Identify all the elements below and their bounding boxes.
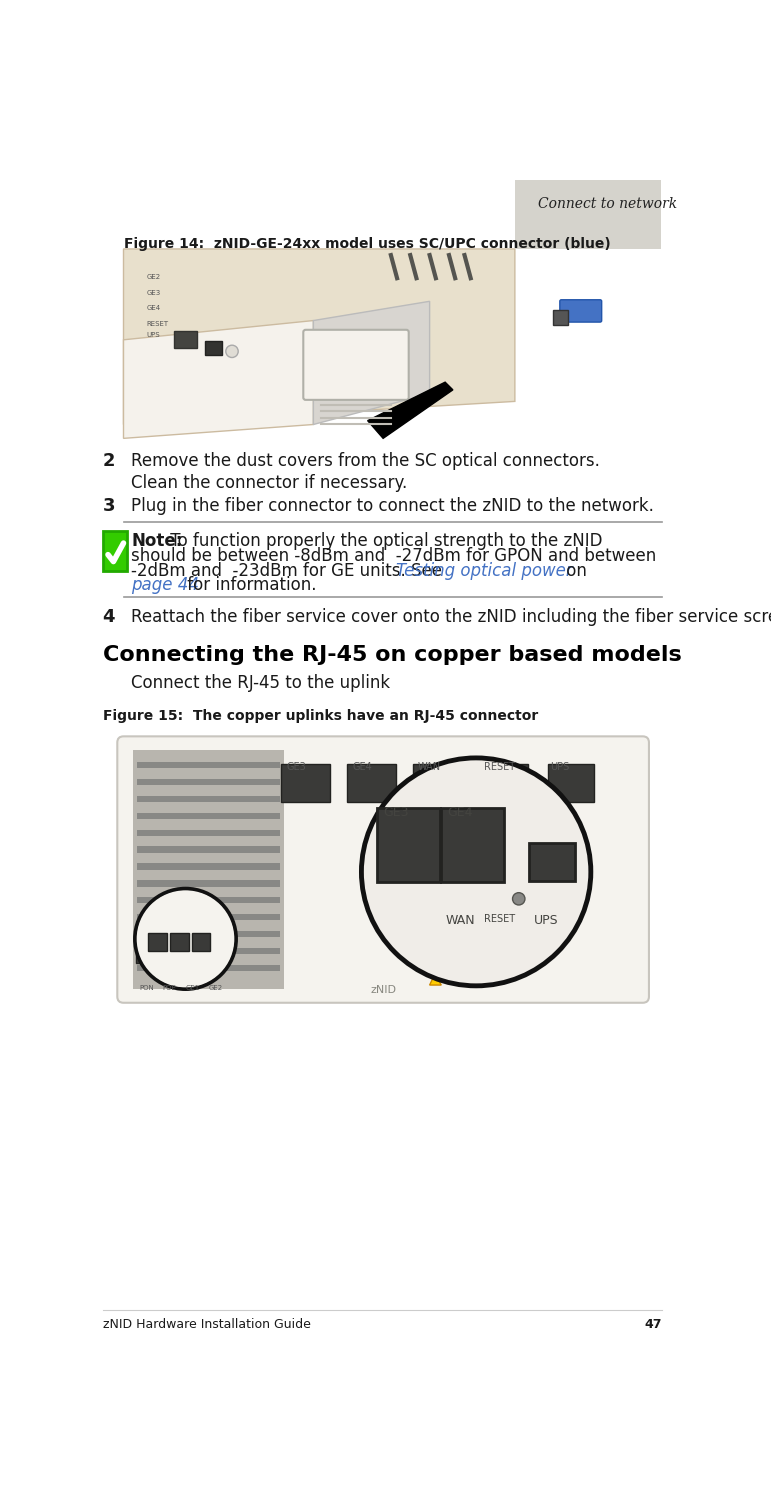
FancyBboxPatch shape [123,247,662,439]
Text: GE3: GE3 [146,290,161,296]
Circle shape [513,892,525,906]
FancyBboxPatch shape [136,931,280,937]
FancyBboxPatch shape [136,966,280,972]
Text: GE4: GE4 [447,807,473,819]
Text: 2: 2 [103,452,115,470]
FancyBboxPatch shape [515,94,661,249]
Text: Connect the RJ-45 to the uplink: Connect the RJ-45 to the uplink [131,674,390,692]
FancyBboxPatch shape [548,763,594,802]
FancyBboxPatch shape [553,310,568,325]
Polygon shape [368,382,453,439]
FancyBboxPatch shape [136,762,280,768]
Text: WAN: WAN [446,915,476,927]
Text: GE2: GE2 [209,985,223,991]
Text: 3: 3 [103,497,115,515]
Text: GE4: GE4 [146,305,161,311]
Polygon shape [313,301,429,425]
FancyBboxPatch shape [136,795,280,802]
Text: GE2: GE2 [146,274,161,280]
Text: on: on [561,561,588,579]
FancyBboxPatch shape [123,723,662,1046]
Text: UPS: UPS [146,332,160,338]
Text: GE1: GE1 [186,985,200,991]
FancyBboxPatch shape [529,843,574,882]
Text: page 44: page 44 [131,576,199,594]
FancyBboxPatch shape [205,341,222,355]
Polygon shape [123,249,515,425]
Text: 4: 4 [103,608,115,626]
FancyBboxPatch shape [103,531,127,570]
Text: Reattach the fiber service cover onto the zNID including the fiber service screw: Reattach the fiber service cover onto th… [131,608,771,626]
FancyBboxPatch shape [136,880,280,886]
Polygon shape [123,320,313,439]
Text: Testing optical power: Testing optical power [396,561,573,579]
Text: GE4: GE4 [352,762,372,772]
Text: Figure 15:  The copper uplinks have an RJ-45 connector: Figure 15: The copper uplinks have an RJ… [103,710,538,723]
FancyBboxPatch shape [183,940,201,963]
FancyBboxPatch shape [117,737,649,1003]
Text: UPS: UPS [534,915,559,927]
FancyBboxPatch shape [206,940,224,963]
Text: GE3: GE3 [286,762,306,772]
FancyBboxPatch shape [136,846,280,853]
Text: UPS: UPS [550,762,569,772]
Circle shape [363,759,589,985]
Text: To function properly the optical strength to the zNID: To function properly the optical strengt… [165,533,603,551]
FancyBboxPatch shape [136,864,280,870]
FancyBboxPatch shape [136,778,280,784]
FancyBboxPatch shape [174,331,197,347]
Text: 47: 47 [645,1317,662,1331]
FancyBboxPatch shape [136,915,280,921]
Text: Note:: Note: [131,533,183,551]
Text: should be between -8dBm and  -27dBm for GPON and between: should be between -8dBm and -27dBm for G… [131,546,656,564]
FancyBboxPatch shape [281,763,331,802]
FancyBboxPatch shape [560,299,601,322]
Text: RESET: RESET [484,762,515,772]
Text: Clean the connector if necessary.: Clean the connector if necessary. [131,473,408,493]
FancyBboxPatch shape [148,933,167,951]
Text: for information.: for information. [182,576,316,594]
Circle shape [226,346,238,358]
FancyBboxPatch shape [159,940,178,963]
Text: PON: PON [139,985,153,991]
Text: Remove the dust covers from the SC optical connectors.: Remove the dust covers from the SC optic… [131,452,600,470]
Text: Connecting the RJ-45 on copper based models: Connecting the RJ-45 on copper based mod… [103,645,682,665]
Text: GE3: GE3 [383,807,409,819]
Circle shape [136,891,234,988]
FancyBboxPatch shape [192,933,210,951]
Text: Connect to network: Connect to network [538,196,678,211]
FancyBboxPatch shape [303,329,409,400]
Text: RESET: RESET [146,320,169,326]
FancyBboxPatch shape [136,897,280,904]
FancyBboxPatch shape [347,763,396,802]
Text: zNID Hardware Installation Guide: zNID Hardware Installation Guide [103,1317,311,1331]
FancyBboxPatch shape [136,948,280,954]
FancyBboxPatch shape [412,763,462,802]
FancyBboxPatch shape [170,933,189,951]
FancyBboxPatch shape [136,813,280,819]
Text: -2dBm and  -23dBm for GE units. See: -2dBm and -23dBm for GE units. See [131,561,447,579]
FancyBboxPatch shape [136,829,280,835]
Text: zNID: zNID [370,985,396,996]
FancyBboxPatch shape [136,940,154,963]
FancyBboxPatch shape [377,808,439,882]
FancyBboxPatch shape [441,808,504,882]
Text: Plug in the fiber connector to connect the zNID to the network.: Plug in the fiber connector to connect t… [131,497,654,515]
Text: POE: POE [162,985,176,991]
FancyBboxPatch shape [133,750,284,990]
Text: Figure 14:  zNID-GE-24xx model uses SC/UPC connector (blue): Figure 14: zNID-GE-24xx model uses SC/UP… [123,238,611,251]
Text: WAN: WAN [418,762,441,772]
Polygon shape [429,973,441,985]
Text: RESET: RESET [484,915,515,924]
FancyBboxPatch shape [479,763,528,802]
